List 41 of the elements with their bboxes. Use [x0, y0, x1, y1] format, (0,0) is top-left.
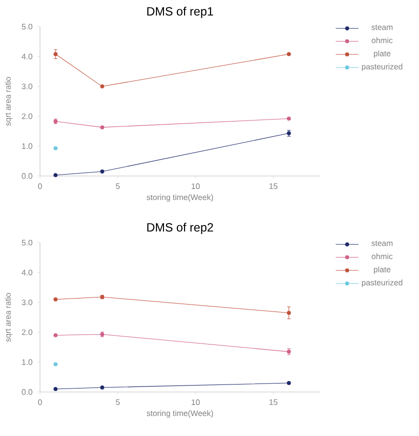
legend-label: ohmic: [372, 37, 393, 44]
y-tick-label: 5.0: [22, 24, 32, 30]
x-tick-label: 15: [270, 183, 278, 189]
chart-title: DMS of rep2: [147, 222, 214, 234]
x-tick-label: 10: [192, 399, 200, 406]
point: [54, 387, 58, 392]
point: [287, 381, 292, 386]
y-tick-label: 1.0: [22, 143, 32, 149]
legend-label: plate: [374, 50, 391, 58]
x-tick-label: 5: [116, 399, 120, 405]
legend-label: ohmic: [372, 253, 393, 260]
y-tick-label: 4.0: [22, 270, 32, 276]
chart-title: DMS of rep1: [147, 6, 214, 18]
point: [287, 310, 292, 315]
x-tick-label: 5: [116, 183, 120, 189]
legend-label: pasteurized: [362, 64, 402, 72]
point: [54, 362, 58, 366]
y-tick-label: 0.0: [22, 389, 32, 395]
y-tick-label: 1.0: [22, 359, 32, 365]
legend-label: pasteurized: [362, 280, 402, 288]
x-tick-label: 15: [270, 399, 278, 405]
legend-label: plate: [374, 266, 391, 274]
y-tick-label: 5.0: [22, 240, 32, 246]
x-tick-label: 10: [192, 183, 200, 190]
legend-label: steam: [372, 240, 393, 246]
point: [54, 52, 58, 56]
y-tick-label: 3.0: [22, 300, 32, 306]
y-tick-label: 0.0: [22, 173, 32, 179]
y-axis-title: sqrt area ratio: [5, 77, 13, 126]
point: [54, 146, 58, 150]
x-axis-title: storing time(Week): [146, 410, 214, 418]
x-tick-label: 0: [38, 183, 42, 190]
legend-label: steam: [372, 24, 393, 30]
y-tick-label: 2.0: [22, 113, 32, 120]
point: [100, 386, 104, 390]
y-tick-label: 4.0: [22, 54, 32, 60]
y-tick-label: 2.0: [22, 329, 32, 336]
x-tick-label: 0: [38, 399, 42, 406]
y-axis-title: sqrt area ratio: [5, 293, 13, 342]
x-axis-title: storing time(Week): [146, 194, 214, 202]
y-tick-label: 3.0: [22, 84, 32, 90]
